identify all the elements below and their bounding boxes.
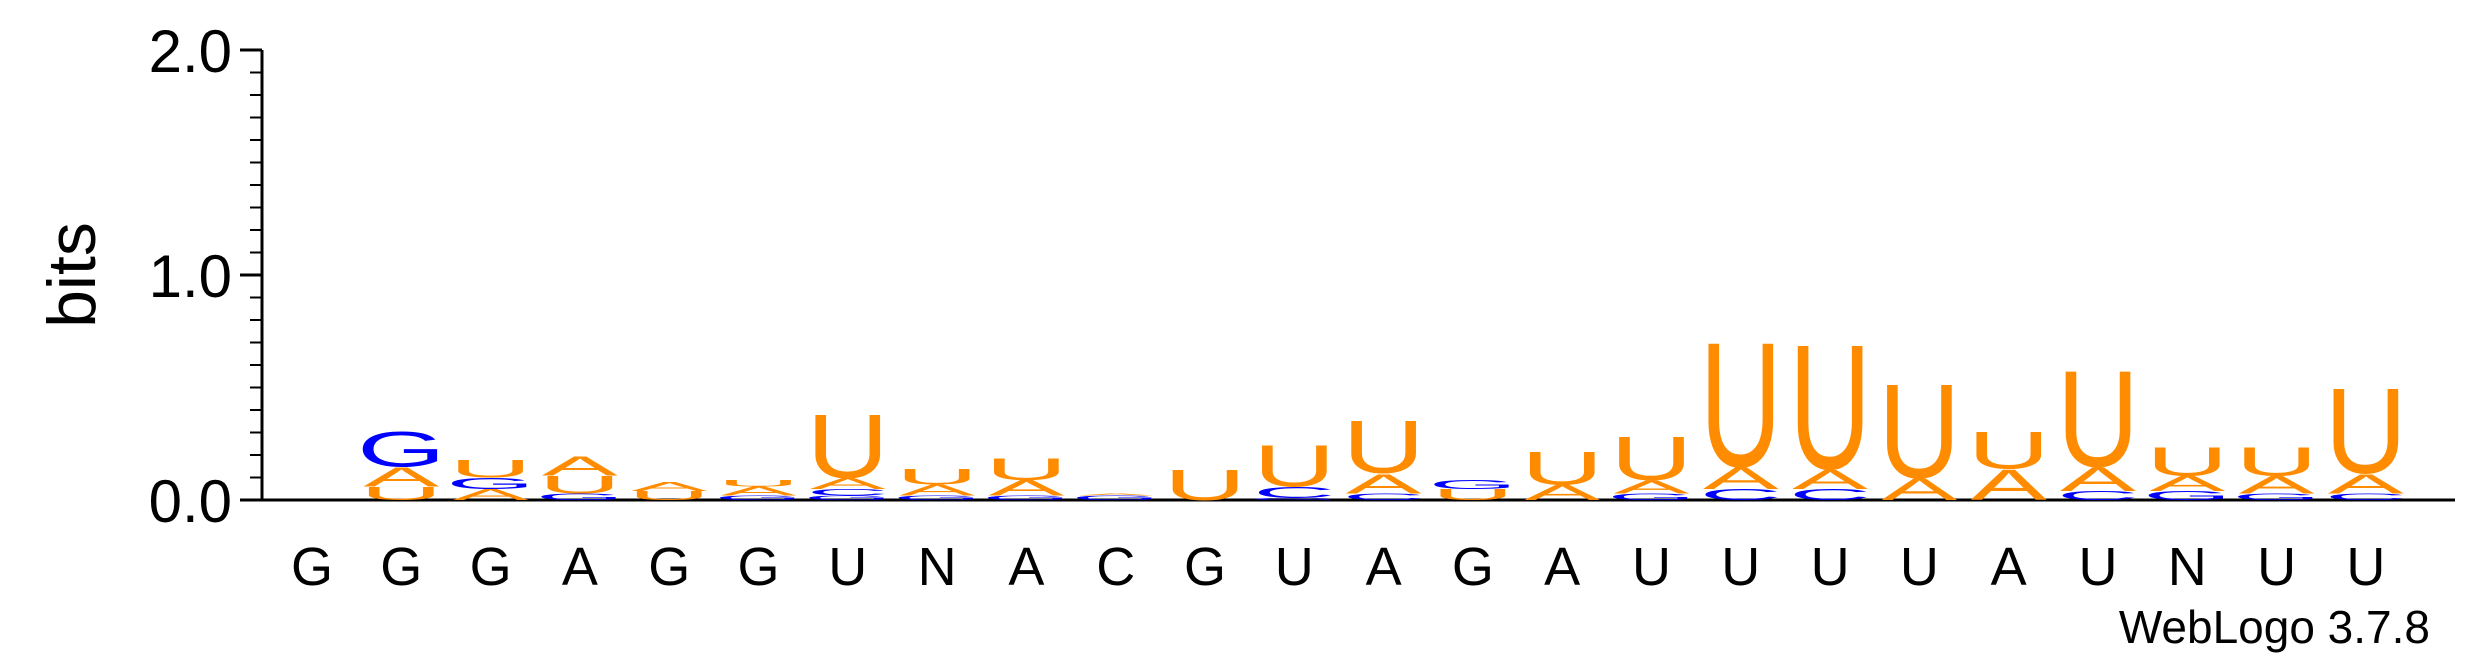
logo-letter-a: A xyxy=(2328,468,2405,500)
logo-letter-c: C xyxy=(2057,489,2139,503)
logo-letter-u: U xyxy=(628,489,710,503)
logo-letter-u: U xyxy=(1432,486,1514,503)
logo-letter-u: U xyxy=(2235,439,2317,484)
logo-letter-g: G xyxy=(893,494,982,501)
logo-letter-a: A xyxy=(2149,472,2225,496)
logo-letter-u: U xyxy=(1968,421,2050,480)
logo-letter-c: C xyxy=(1253,484,1335,501)
x-tick-label: U xyxy=(828,537,867,597)
logo-letter-g: G xyxy=(982,494,1071,501)
logo-letter-a: A xyxy=(1346,468,1423,500)
logo-letter-a: A xyxy=(721,484,797,498)
x-tick-label: G xyxy=(1452,537,1494,597)
logo-letter-a: A xyxy=(1881,472,1957,507)
logo-letter-u: U xyxy=(717,478,799,488)
logo-letter-u: U xyxy=(360,483,442,504)
logo-letter-u: U xyxy=(449,455,531,483)
x-tick-label: U xyxy=(1900,537,1939,597)
logo-letter-a: A xyxy=(988,476,1064,500)
weblogo-credit: WebLogo 3.7.8 xyxy=(2118,601,2430,653)
logo-letter-c: C xyxy=(2325,492,2407,502)
x-tick-label: C xyxy=(1096,537,1135,597)
logo-letter-a: A xyxy=(899,481,976,498)
logo-letter-g: G xyxy=(1250,497,1339,500)
logo-letter-g: G xyxy=(1607,492,1696,502)
logo-letter-a: A xyxy=(631,480,707,494)
logo-letter-u: U xyxy=(2325,362,2407,498)
x-tick-label: U xyxy=(2257,537,2296,597)
logo-letter-a: A xyxy=(1703,460,1779,495)
x-tick-label: U xyxy=(2079,537,2118,597)
logo-letter-a: A xyxy=(1078,493,1154,496)
logo-letter-u: U xyxy=(1164,461,1246,510)
x-tick-label: U xyxy=(1632,537,1671,597)
logo-letter-u: U xyxy=(2146,439,2228,484)
logo-letter-a: A xyxy=(363,461,440,493)
logo-letter-c: C xyxy=(1789,486,1871,503)
x-tick-label: G xyxy=(380,537,422,597)
logo-letter-g: G xyxy=(1429,478,1518,492)
logo-letter-a: A xyxy=(2239,471,2315,499)
x-tick-label: N xyxy=(2168,537,2207,597)
y-tick-label: 0.0 xyxy=(149,468,232,535)
logo-letter-g: G xyxy=(357,421,446,477)
x-tick-label: G xyxy=(470,537,512,597)
logo-letter-c: C xyxy=(1342,492,1424,502)
logo-letter-u: U xyxy=(2057,342,2139,496)
y-tick-label: 2.0 xyxy=(149,18,232,85)
logo-letter-u: U xyxy=(1342,406,1424,489)
x-tick-label: A xyxy=(1544,537,1580,597)
logo-letter-a: A xyxy=(810,475,887,492)
logo-letter-u: U xyxy=(985,451,1067,486)
logo-letter-a: A xyxy=(542,450,619,482)
logo-letter-a: A xyxy=(1792,463,1869,495)
logo-letter-u: U xyxy=(539,471,621,499)
logo-letter-u: U xyxy=(807,396,889,497)
logo-letter-g: G xyxy=(804,494,893,501)
logo-letter-a: A xyxy=(453,486,530,503)
logo-letter-u: U xyxy=(1789,308,1871,507)
x-tick-label: N xyxy=(918,537,957,597)
x-tick-label: U xyxy=(1275,537,1314,597)
x-tick-label: G xyxy=(737,537,779,597)
logo-letter-a: A xyxy=(1971,461,2048,510)
logo-letter-u: U xyxy=(1521,442,1603,494)
x-tick-label: G xyxy=(291,537,333,597)
logo-letter-g: G xyxy=(714,494,803,501)
logo-letter-c: C xyxy=(1700,486,1782,503)
x-tick-label: A xyxy=(1366,537,1402,597)
x-tick-label: U xyxy=(2346,537,2385,597)
logo-letter-g: G xyxy=(2232,492,2321,502)
logo-letter-u: U xyxy=(1253,434,1335,500)
logo-letter-g: G xyxy=(536,492,625,502)
logo-letter-a: A xyxy=(2060,460,2136,498)
x-tick-label: U xyxy=(1811,537,1850,597)
y-axis-label: bits xyxy=(34,222,110,328)
x-tick-label: A xyxy=(1008,537,1044,597)
y-ticks: 0.0 1.0 2.0 xyxy=(149,18,262,535)
y-tick-label: 1.0 xyxy=(149,243,232,310)
logo-letter-u: U xyxy=(1610,424,1692,493)
logo-letter-c: C xyxy=(807,487,889,497)
logo-letter-a: A xyxy=(1524,481,1600,505)
logo-letter-u: U xyxy=(1878,357,1960,507)
logo-letter-g: G xyxy=(1071,494,1160,501)
x-tick-label: G xyxy=(648,537,690,597)
logo-letter-a: A xyxy=(1614,476,1691,497)
x-tick-label: U xyxy=(1721,537,1760,597)
logo-letter-u: U xyxy=(1700,305,1782,504)
x-tick-label: G xyxy=(1184,537,1226,597)
x-tick-label: A xyxy=(562,537,598,597)
x-tick-label: A xyxy=(1991,537,2027,597)
logo-letter-g: G xyxy=(2143,489,2232,503)
logo-letter-g: G xyxy=(446,475,535,492)
logo-letter-u: U xyxy=(896,465,978,489)
